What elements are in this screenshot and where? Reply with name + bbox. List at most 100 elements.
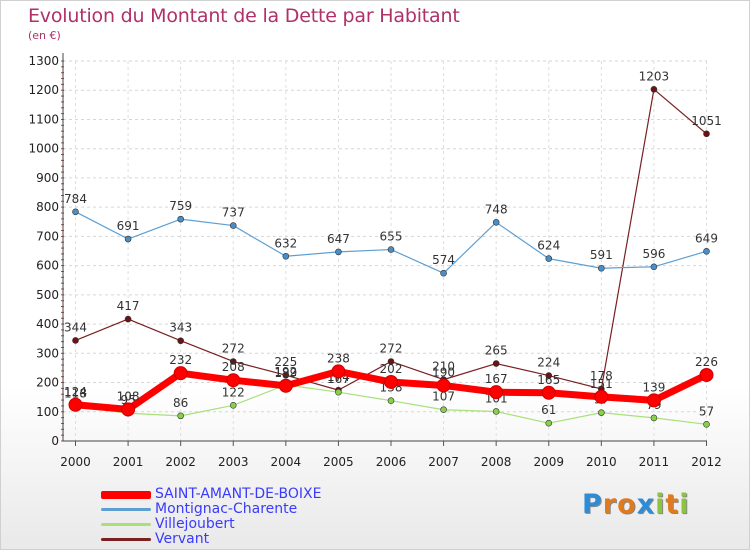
data-label: 210: [432, 360, 455, 374]
data-label: 165: [537, 373, 560, 387]
data-point: [177, 337, 184, 345]
data-label: 632: [274, 236, 297, 250]
data-point: [72, 337, 79, 344]
y-tick-label: 1300: [28, 54, 59, 68]
x-tick-label: 2003: [218, 455, 249, 469]
data-point: [436, 378, 451, 393]
chart-title: Evolution du Montant de la Dette par Hab…: [28, 5, 460, 27]
y-tick-label: 700: [36, 229, 59, 243]
data-label: 208: [222, 360, 245, 374]
data-point: [598, 409, 605, 416]
y-tick-label: 200: [36, 376, 59, 390]
data-label: 124: [64, 385, 87, 399]
data-label: 265: [485, 344, 508, 358]
data-label: 649: [695, 231, 718, 245]
data-point: [121, 402, 136, 417]
legend-swatch-villejoubert: [101, 523, 151, 526]
data-point: [650, 263, 658, 271]
data-point: [650, 414, 658, 422]
legend-label: Villejoubert: [155, 516, 235, 532]
data-label: 624: [537, 239, 560, 253]
data-label: 225: [274, 355, 297, 369]
data-label: 655: [380, 230, 403, 244]
data-label: 417: [117, 299, 140, 313]
x-tick-label: 2004: [271, 455, 302, 469]
x-tick-label: 2005: [323, 455, 354, 469]
data-label: 748: [485, 202, 508, 216]
unit-label: (en €): [28, 29, 61, 42]
data-label: 272: [380, 341, 403, 355]
data-label: 238: [327, 351, 350, 365]
legend: SAINT-AMANT-DE-BOIXE Montignac-Charente …: [101, 487, 321, 547]
data-point: [282, 371, 290, 379]
data-label: 591: [590, 248, 613, 262]
data-point: [226, 373, 241, 388]
data-label: 344: [64, 320, 87, 334]
x-tick-label: 2010: [586, 455, 617, 469]
y-tick-label: 100: [36, 405, 59, 419]
legend-swatch-saint-amant: [101, 490, 151, 499]
data-point: [541, 385, 556, 400]
x-tick-label: 2009: [533, 455, 564, 469]
legend-item-montignac: Montignac-Charente: [101, 502, 321, 517]
data-point: [173, 366, 188, 381]
legend-item-vervant: Vervant: [101, 532, 321, 547]
data-label: 784: [64, 192, 87, 206]
proxiti-logo: Proxiti: [582, 489, 690, 520]
y-tick-label: 300: [36, 346, 59, 360]
data-label: 226: [695, 355, 718, 369]
data-point: [331, 364, 346, 379]
data-label: 61: [541, 403, 556, 417]
x-tick-label: 2012: [691, 455, 722, 469]
data-point: [387, 246, 395, 253]
data-point: [594, 389, 609, 404]
data-point: [440, 269, 447, 277]
data-point: [492, 408, 500, 415]
legend-item-villejoubert: Villejoubert: [101, 517, 321, 532]
x-tick-label: 2008: [481, 455, 512, 469]
y-tick-label: 900: [36, 171, 59, 185]
y-tick-label: 1100: [28, 112, 59, 126]
legend-swatch-vervant: [101, 538, 151, 541]
data-point: [492, 219, 500, 226]
data-label: 189: [274, 366, 297, 380]
data-label: 151: [590, 377, 613, 391]
data-label: 737: [222, 206, 245, 220]
y-tick-label: 0: [51, 434, 59, 448]
data-point: [703, 421, 710, 428]
data-label: 122: [222, 385, 245, 399]
data-label: 272: [222, 341, 245, 355]
data-label: 190: [432, 365, 455, 379]
data-label: 167: [485, 372, 508, 386]
y-tick-label: 500: [36, 288, 59, 302]
data-point: [278, 378, 293, 393]
data-label: 118: [64, 387, 87, 401]
data-point: [335, 248, 342, 256]
data-label: 192: [274, 365, 297, 379]
data-point: [229, 402, 237, 409]
data-label: 596: [642, 247, 665, 261]
legend-swatch-montignac: [101, 508, 151, 511]
data-point: [440, 406, 447, 414]
data-label: 107: [432, 390, 455, 404]
data-point: [545, 372, 553, 379]
data-point: [699, 367, 714, 382]
data-point: [489, 385, 504, 400]
data-label: 57: [699, 404, 714, 418]
legend-item-saint-amant: SAINT-AMANT-DE-BOIXE: [101, 487, 321, 502]
data-label: 574: [432, 253, 455, 267]
data-point: [177, 412, 184, 420]
legend-label: Montignac-Charente: [155, 501, 298, 517]
data-label: 139: [642, 380, 665, 394]
y-tick-label: 1200: [28, 83, 59, 97]
data-point: [72, 208, 79, 216]
data-point: [384, 374, 398, 389]
data-point: [124, 235, 132, 243]
x-tick-label: 2011: [639, 455, 670, 469]
data-label: 1051: [691, 114, 722, 128]
x-tick-label: 2006: [376, 455, 407, 469]
data-point: [650, 86, 658, 93]
data-label: 178: [590, 369, 613, 383]
